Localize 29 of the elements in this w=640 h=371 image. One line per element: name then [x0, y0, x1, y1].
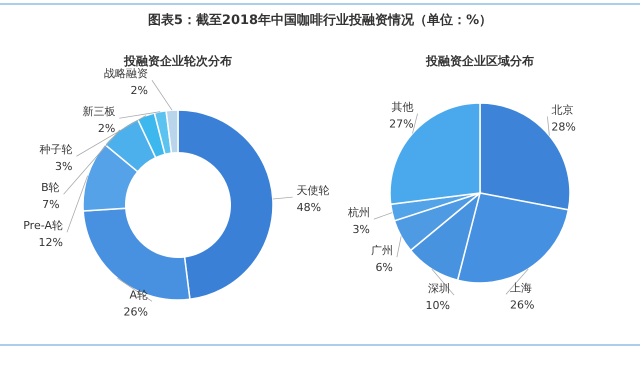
slice-label: 战略融资 — [104, 67, 148, 80]
slice-label: 北京 — [551, 104, 574, 117]
data-label: 3% — [55, 160, 72, 174]
data-label: 10% — [426, 299, 450, 312]
slice-label: A轮 — [129, 288, 148, 302]
slice-label: 广州 — [370, 244, 393, 258]
slice-label: 天使轮 — [296, 184, 330, 198]
data-label: 6% — [375, 261, 393, 274]
data-label: 7% — [42, 198, 60, 212]
slice-label: 上海 — [510, 281, 532, 294]
data-label: 28% — [551, 120, 576, 134]
slice-label: 杭州 — [346, 206, 370, 220]
data-label: 26% — [510, 298, 534, 312]
data-label: 2% — [130, 84, 148, 98]
chart-title: 投融资企业区域分布 — [425, 54, 534, 68]
slice-label: 种子轮 — [39, 143, 72, 156]
data-label: 26% — [124, 305, 148, 318]
data-label: 27% — [389, 118, 414, 131]
slice-label: Pre-A轮 — [23, 219, 63, 232]
data-label: 3% — [352, 223, 370, 236]
chart-title: 图表5：截至2018年中国咖啡行业投融资情况（单位：%） — [148, 12, 492, 28]
data-label: 12% — [38, 236, 63, 250]
slice-label: 其他 — [392, 100, 414, 114]
data-label: 2% — [98, 122, 116, 136]
chart-subtitle: 投融资企业轮次分布 — [123, 54, 232, 68]
data-label: 48% — [296, 201, 322, 214]
slice-label: B轮 — [41, 181, 60, 194]
slice-label: 新三板 — [82, 105, 116, 118]
slice-label: 深圳 — [428, 282, 450, 296]
